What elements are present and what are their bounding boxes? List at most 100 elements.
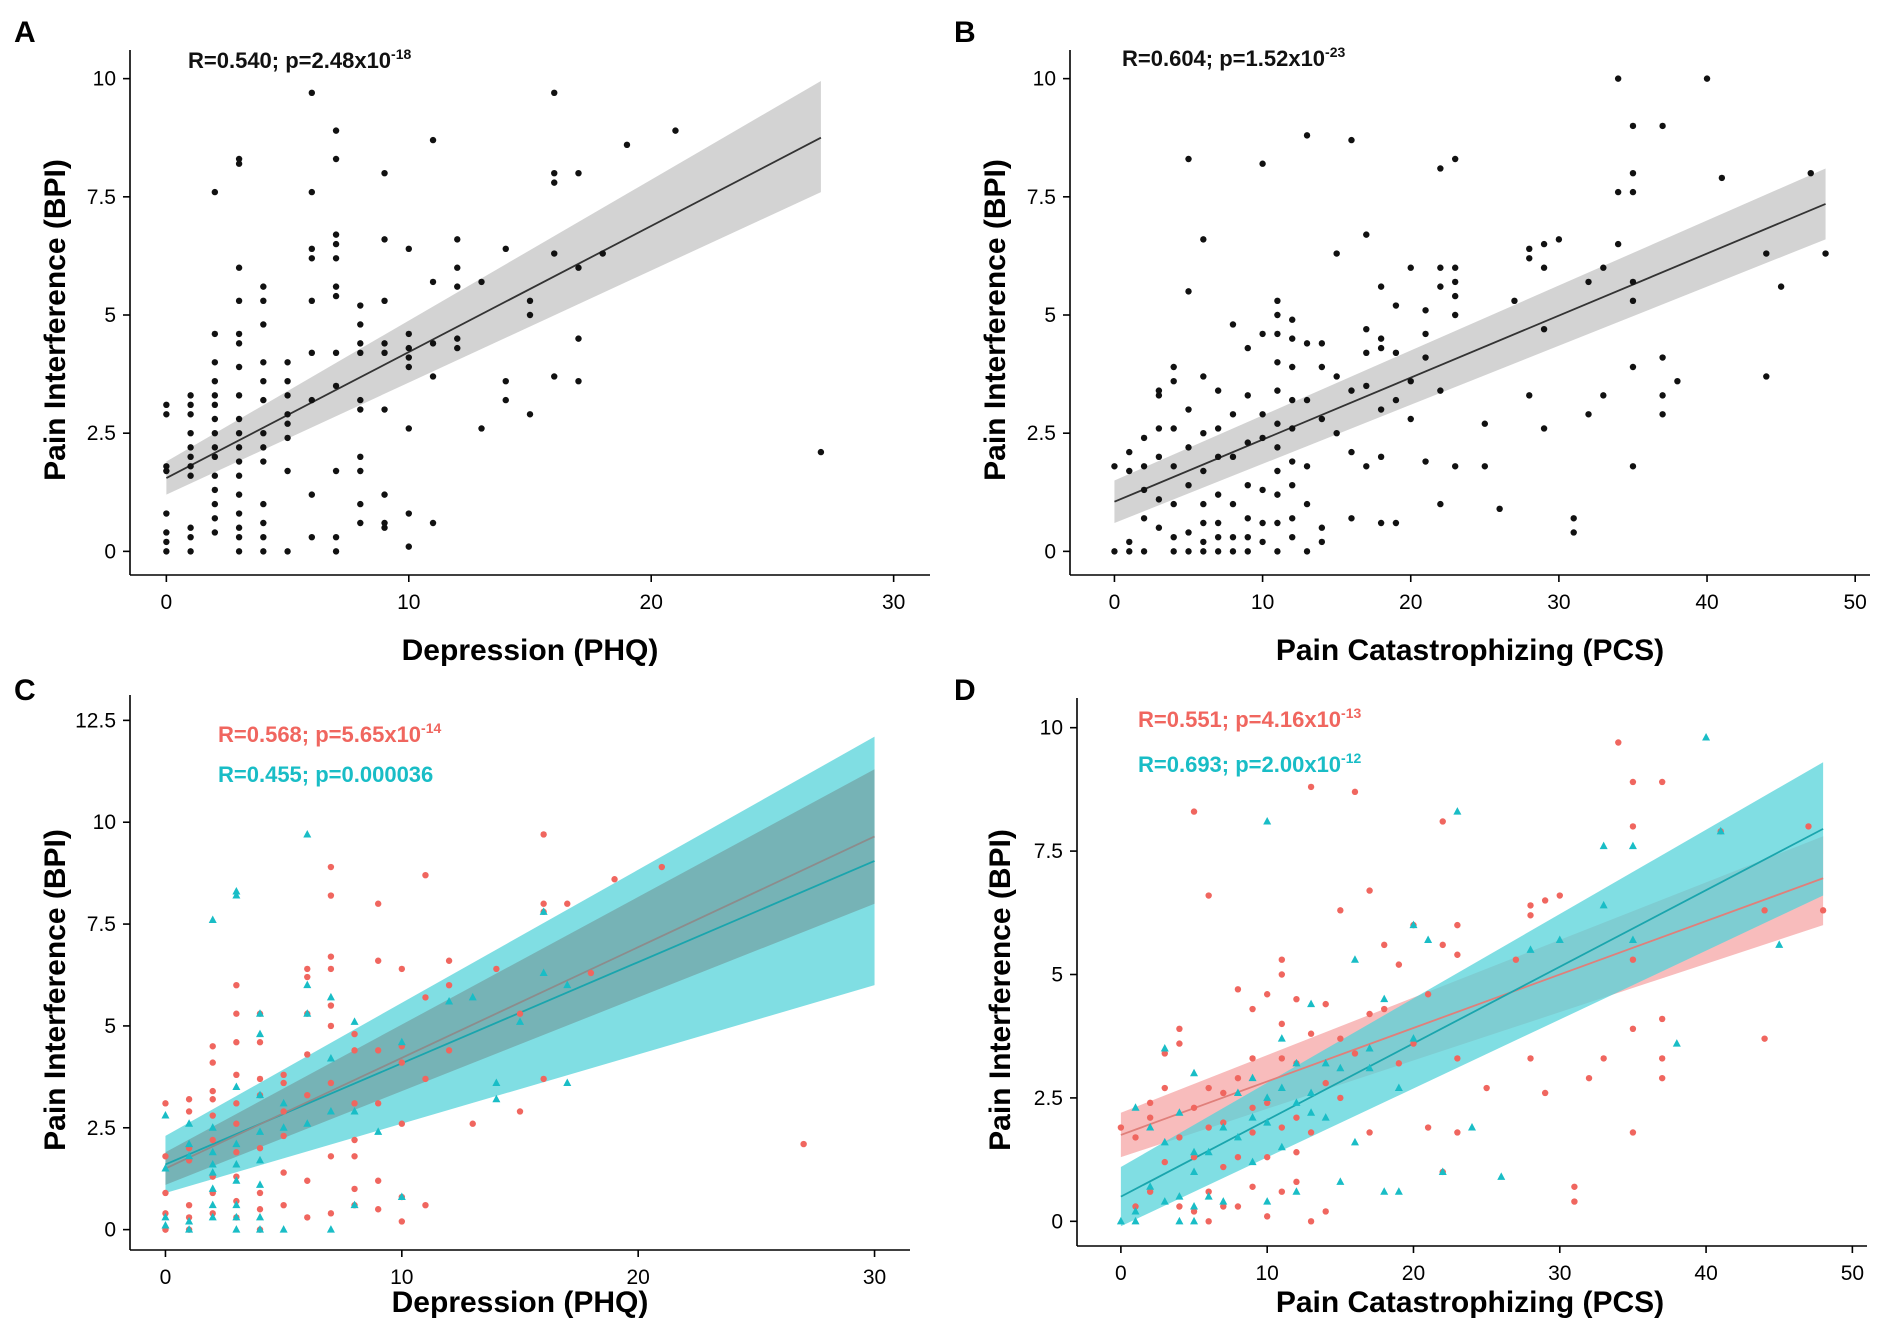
data-point: [1263, 1197, 1272, 1205]
y-tick-label: 10: [93, 68, 116, 91]
data-point: [575, 264, 582, 271]
data-point: [208, 1184, 217, 1192]
data-point: [1146, 1114, 1154, 1121]
data-point: [405, 245, 412, 253]
data-point: [1175, 1108, 1184, 1116]
data-point: [563, 980, 572, 989]
data-point: [279, 1098, 288, 1107]
data-point: [235, 472, 243, 479]
data-point: [163, 529, 170, 536]
data-point: [260, 548, 267, 555]
x-tick-label: 0: [160, 1266, 172, 1289]
data-point: [357, 349, 364, 357]
data-point: [308, 491, 316, 498]
data-point: [1200, 519, 1207, 527]
data-point: [1220, 1119, 1227, 1126]
data-point: [256, 1009, 264, 1017]
panel-letter-d: D: [954, 674, 976, 707]
data-point: [1437, 283, 1444, 290]
data-point: [1526, 245, 1533, 253]
data-point: [1292, 1058, 1301, 1067]
data-point: [623, 141, 631, 149]
data-point: [1585, 278, 1592, 286]
data-point: [1629, 122, 1637, 130]
data-point: [1200, 538, 1207, 546]
data-point: [1205, 1084, 1212, 1092]
data-point: [1190, 1167, 1199, 1175]
data-point: [1322, 1000, 1329, 1008]
data-point: [351, 1185, 358, 1193]
data-point: [208, 915, 217, 923]
data-point: [233, 1010, 240, 1017]
data-point: [211, 188, 219, 196]
data-point: [208, 1147, 217, 1156]
data-points: [163, 89, 825, 555]
data-point: [303, 1009, 312, 1017]
data-point: [260, 297, 267, 305]
data-point: [1155, 453, 1163, 461]
data-point: [1571, 1183, 1578, 1190]
data-point: [327, 1002, 335, 1009]
data-point: [526, 411, 534, 418]
data-point: [1570, 529, 1577, 536]
confidence-band-red: [165, 769, 875, 1185]
data-point: [1185, 548, 1192, 555]
data-point: [1175, 1216, 1184, 1225]
data-point: [357, 396, 364, 404]
data-point: [1293, 1178, 1300, 1186]
data-point: [185, 1119, 194, 1127]
data-point: [1293, 1149, 1300, 1156]
data-point: [235, 297, 243, 305]
data-point: [381, 491, 388, 498]
data-point: [1468, 1123, 1476, 1131]
data-point: [1214, 387, 1222, 394]
data-point: [1377, 283, 1385, 290]
data-point: [1394, 1083, 1403, 1092]
y-tick-label: 2.5: [1034, 1087, 1063, 1110]
data-point: [1570, 515, 1577, 522]
data-point: [1422, 307, 1429, 314]
data-point: [1336, 1177, 1345, 1185]
data-point: [493, 965, 500, 973]
x-tick-label: 10: [1251, 591, 1274, 614]
data-point: [256, 1039, 264, 1046]
y-tick-label: 0: [104, 540, 116, 563]
confidence-bands: [1120, 762, 1824, 1227]
data-point: [1761, 907, 1768, 914]
y-tick-label: 10: [1040, 717, 1063, 740]
data-point: [1600, 392, 1607, 399]
data-point: [1377, 519, 1385, 527]
data-point: [1307, 1108, 1316, 1116]
data-point: [1190, 1216, 1199, 1225]
data-point: [1614, 240, 1622, 248]
data-point: [1146, 1099, 1154, 1107]
data-point: [1600, 264, 1607, 271]
data-point: [357, 406, 364, 413]
data-point: [1658, 778, 1666, 786]
data-point: [1318, 340, 1326, 347]
data-point: [551, 169, 558, 177]
data-point: [1363, 382, 1370, 390]
axes: 0 10 20 30 40 50 0 2.5 5 7.5 10: [1027, 50, 1870, 614]
data-point: [539, 968, 548, 976]
data-point: [326, 1106, 335, 1115]
y-tick-label: 5: [1044, 304, 1056, 327]
data-point: [1278, 971, 1286, 978]
data-point: [308, 245, 316, 253]
data-point: [1277, 1034, 1286, 1042]
data-point: [233, 1039, 240, 1046]
data-point: [211, 453, 219, 461]
data-point: [398, 965, 406, 973]
data-point: [1555, 935, 1564, 943]
data-point: [187, 463, 194, 470]
y-axis-title: Pain Interference (BPI): [984, 829, 1017, 1151]
data-point: [1289, 515, 1296, 522]
data-point: [1170, 533, 1177, 541]
data-point: [1289, 316, 1296, 323]
data-point: [1274, 444, 1281, 451]
data-point: [209, 1096, 216, 1103]
data-point: [284, 392, 291, 399]
data-point: [1219, 1123, 1228, 1131]
regression-line-teal: [1120, 828, 1824, 1198]
